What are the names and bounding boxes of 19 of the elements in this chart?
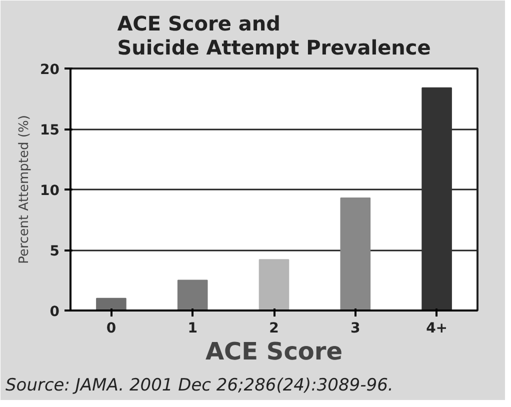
- y-axis-title: Percent Attempted (%): [17, 115, 32, 264]
- bar: [258, 259, 290, 310]
- x-tick-label: 3: [350, 320, 360, 336]
- bar: [422, 87, 452, 310]
- y-tick-label: 5: [50, 244, 60, 260]
- x-tick-label: 1: [188, 320, 198, 336]
- x-axis-title: ACE Score: [205, 338, 343, 366]
- source-note: Source: JAMA. 2001 Dec 26;286(24):3089-96.: [6, 376, 394, 396]
- y-tick-label: 10: [40, 183, 60, 199]
- x-tick-label: 2: [269, 320, 279, 336]
- bar: [177, 280, 208, 310]
- bar: [96, 298, 126, 310]
- y-tick-label: 20: [40, 62, 60, 78]
- bar: [340, 197, 371, 310]
- chart-title: ACE Score and Suicide Attempt Prevalence: [117, 12, 431, 60]
- x-tick-label: 0: [106, 320, 116, 336]
- x-tick-label: 4+: [426, 320, 448, 336]
- y-tick-label: 15: [40, 122, 60, 138]
- y-tick-label: 0: [50, 304, 60, 320]
